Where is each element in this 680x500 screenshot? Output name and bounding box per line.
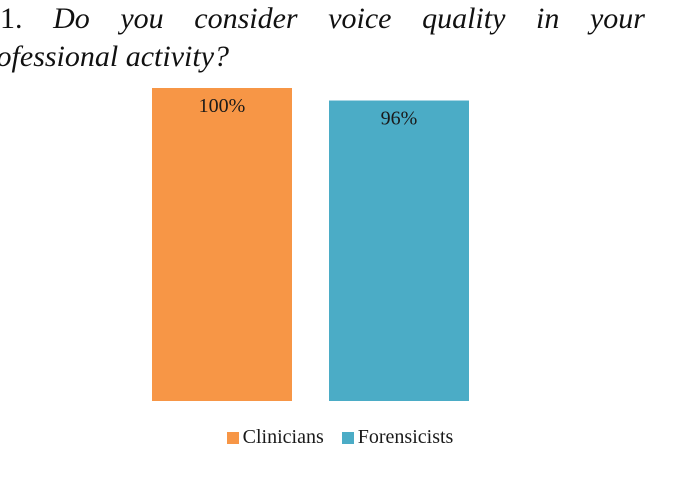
question-number: 1. bbox=[0, 2, 23, 35]
bar-chart: 100% 96% bbox=[152, 88, 469, 402]
legend-swatch-clinicians bbox=[226, 431, 239, 444]
chart-legend: Clinicians Forensicists bbox=[0, 426, 680, 449]
legend-swatch-forensicists bbox=[341, 431, 354, 444]
bar-clinicians bbox=[152, 88, 292, 401]
question-word: in bbox=[536, 2, 560, 35]
question-word: voice bbox=[328, 2, 392, 35]
bar-forensicists bbox=[329, 100, 469, 402]
legend-item-forensicists: Forensicists bbox=[341, 426, 454, 449]
legend-label-forensicists: Forensicists bbox=[357, 426, 454, 448]
question-word: quality bbox=[422, 2, 506, 35]
question-word: your bbox=[589, 2, 645, 35]
data-label-clinicians: 100% bbox=[199, 95, 246, 117]
question-text: 1. Do you consider voice quality in your… bbox=[0, 0, 680, 80]
legend-item-clinicians: Clinicians bbox=[226, 426, 324, 449]
data-label-forensicists: 96% bbox=[381, 108, 418, 130]
question-word: consider bbox=[194, 2, 298, 35]
question-word: Do bbox=[53, 2, 90, 35]
question-word: you bbox=[120, 2, 164, 35]
question-line-2: rofessional activity? bbox=[0, 40, 230, 73]
question-line-1: 1. Do you consider voice quality in your bbox=[0, 2, 645, 36]
legend-label-clinicians: Clinicians bbox=[242, 426, 324, 448]
